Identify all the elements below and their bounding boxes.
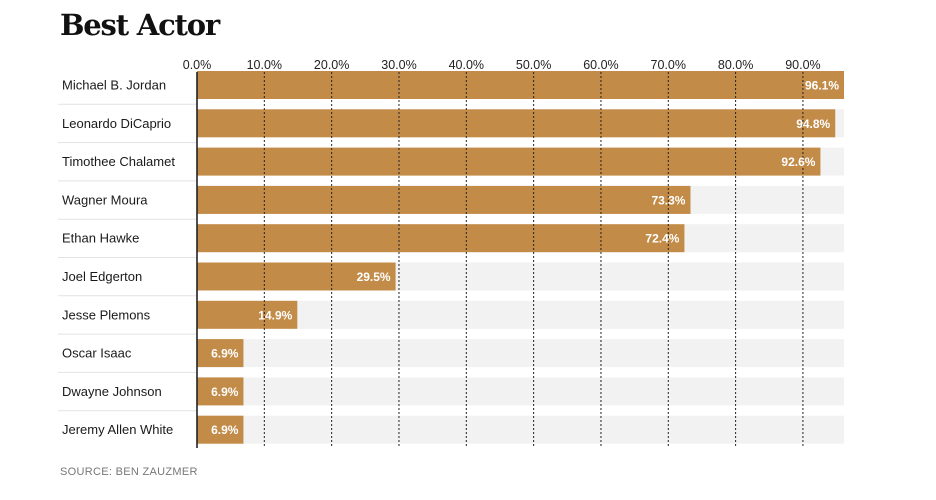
bar	[197, 71, 844, 99]
x-tick-label: 10.0%	[247, 58, 282, 72]
x-tick-label: 20.0%	[314, 58, 349, 72]
value-label: 96.1%	[805, 79, 839, 93]
value-label: 73.3%	[651, 193, 685, 207]
bar-track	[197, 300, 844, 329]
bar	[197, 185, 691, 214]
value-label: 94.8%	[796, 117, 830, 131]
x-tick-label: 50.0%	[516, 58, 551, 72]
bar	[197, 339, 244, 368]
gridline-layer	[196, 72, 804, 448]
category-label: Jesse Plemons	[62, 307, 151, 322]
x-tick-label: 40.0%	[449, 58, 484, 72]
category-label: Wagner Moura	[62, 192, 148, 207]
bar-track	[197, 377, 844, 406]
bar	[197, 224, 685, 253]
bar	[197, 300, 298, 329]
category-label: Timothee Chalamet	[62, 154, 175, 169]
value-label: 92.6%	[781, 155, 815, 169]
x-tick-label: 0.0%	[183, 58, 212, 72]
value-label: 6.9%	[211, 385, 239, 399]
bar	[197, 147, 821, 176]
x-tick-label: 70.0%	[651, 58, 686, 72]
bar-layer	[197, 71, 844, 444]
bar	[197, 377, 244, 406]
x-tick-label: 80.0%	[718, 58, 753, 72]
category-label: Oscar Isaac	[62, 346, 132, 361]
source-note: SOURCE: BEN ZAUZMER	[60, 466, 198, 478]
bar-track	[197, 415, 844, 444]
value-label: 6.9%	[211, 423, 239, 437]
label-layer: 0.0% 10.0% 20.0% 30.0% 40.0% 50.0% 60.0% 70.0% 8…	[62, 58, 839, 437]
value-label: 72.4%	[645, 232, 679, 246]
category-label: Ethan Hawke	[62, 231, 139, 246]
value-label: 29.5%	[357, 270, 391, 284]
category-label: Joel Edgerton	[62, 269, 142, 284]
category-label: Dwayne Johnson	[62, 384, 162, 399]
x-tick-label: 30.0%	[381, 58, 416, 72]
x-tick-label: 60.0%	[583, 58, 618, 72]
category-label: Michael B. Jordan	[62, 78, 166, 93]
bar-chart: 0.0% 10.0% 20.0% 30.0% 40.0% 50.0% 60.0% 70.0% 8…	[58, 58, 844, 448]
chart-title: Best Actor	[60, 8, 220, 42]
x-tick-label: 90.0%	[785, 58, 820, 72]
bar	[197, 262, 396, 291]
value-label: 14.9%	[258, 308, 292, 322]
category-label: Leonardo DiCaprio	[62, 116, 171, 131]
value-label: 6.9%	[211, 347, 239, 361]
category-label: Jeremy Allen White	[62, 422, 173, 437]
bar	[197, 109, 836, 138]
bar	[197, 415, 244, 444]
bar-track	[197, 339, 844, 368]
